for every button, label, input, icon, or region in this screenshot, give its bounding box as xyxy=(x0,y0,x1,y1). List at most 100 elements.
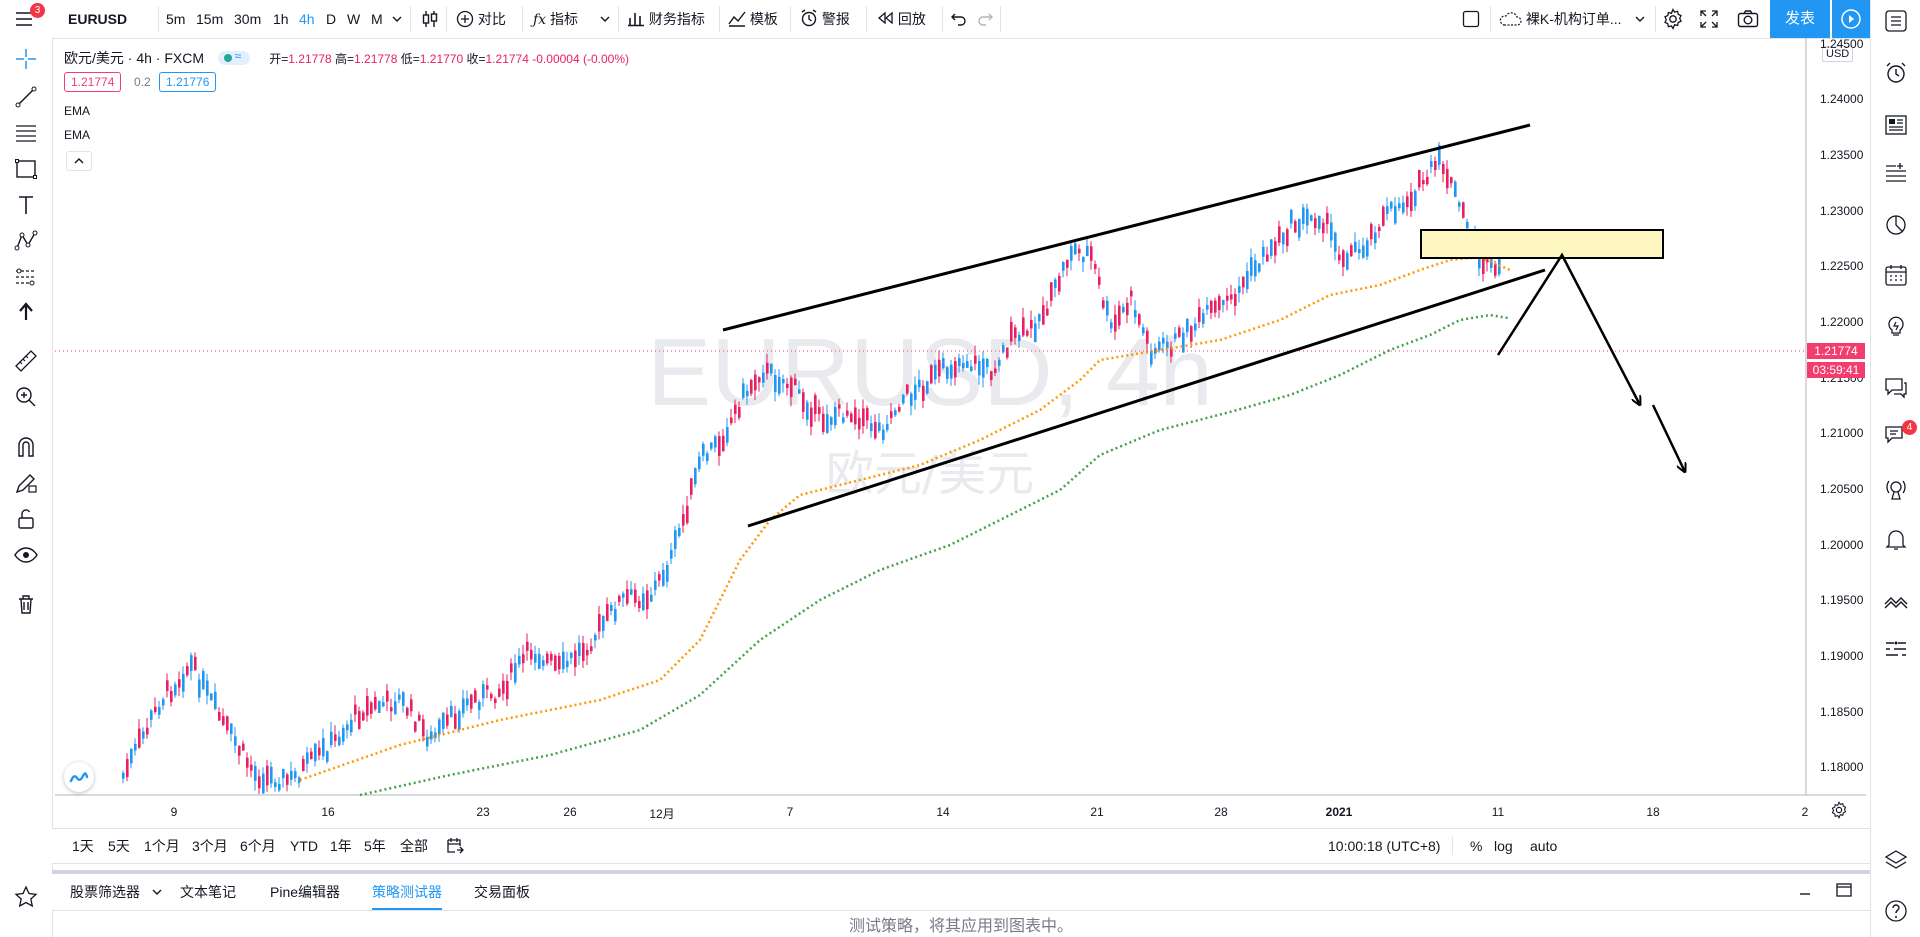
collapse-legend-button[interactable] xyxy=(66,151,92,171)
range-1m[interactable]: 1个月 xyxy=(144,838,180,854)
chart-type-button[interactable] xyxy=(420,0,440,38)
range-5y[interactable]: 5年 xyxy=(364,838,386,854)
snapshot-button[interactable] xyxy=(1737,0,1759,38)
horizontal-lines-icon[interactable] xyxy=(13,120,39,146)
redo-button[interactable] xyxy=(976,0,994,38)
ruler-icon[interactable] xyxy=(13,348,39,374)
range-3m[interactable]: 3个月 xyxy=(192,838,228,854)
range-5d[interactable]: 5天 xyxy=(108,838,130,854)
ema-slow-line[interactable] xyxy=(359,313,1509,797)
channel-upper-line[interactable] xyxy=(722,123,1531,332)
help-icon[interactable] xyxy=(1883,898,1909,924)
tab-text-notes[interactable]: 文本笔记 xyxy=(180,884,236,900)
ideas-lightbulb-icon[interactable] xyxy=(1883,312,1909,338)
forecast-second-arrow[interactable] xyxy=(1651,404,1685,472)
magnet-icon[interactable] xyxy=(13,434,39,460)
currency-label[interactable]: USD xyxy=(1822,46,1854,62)
replay-button[interactable]: 回放 xyxy=(876,0,926,38)
timezone-clock[interactable]: 10:00:18 (UTC+8) xyxy=(1328,838,1441,854)
interval-d[interactable]: D xyxy=(326,11,337,27)
news-icon[interactable] xyxy=(1883,112,1909,138)
indicators-dropdown[interactable] xyxy=(600,0,610,38)
bid-price-button[interactable]: 1.21774 xyxy=(64,72,122,92)
unlock-icon[interactable] xyxy=(13,506,39,532)
percent-scale-toggle[interactable]: % xyxy=(1470,838,1483,854)
interval-1h[interactable]: 1h xyxy=(273,11,289,27)
arrow-up-icon[interactable] xyxy=(13,298,39,324)
select-layout-checkbox[interactable] xyxy=(1462,0,1480,38)
legend-title[interactable]: 欧元/美元 · 4h · FXCM xyxy=(64,50,205,66)
tradingview-logo-button[interactable] xyxy=(64,762,94,792)
layers-icon[interactable] xyxy=(1883,848,1909,874)
fullscreen-button[interactable] xyxy=(1700,0,1718,38)
calendar-icon[interactable] xyxy=(1883,262,1909,288)
templates-button[interactable]: 模板 xyxy=(728,0,778,38)
chat-icon[interactable] xyxy=(1883,374,1909,400)
hotlist-icon[interactable] xyxy=(1883,212,1909,238)
layout-name-button[interactable]: 裸K-机构订单... xyxy=(1498,0,1622,38)
range-1d[interactable]: 1天 xyxy=(72,838,94,854)
tab-pine-editor[interactable]: Pine编辑器 xyxy=(270,884,341,900)
interval-4h[interactable]: 4h xyxy=(299,11,315,27)
watchlist-icon[interactable] xyxy=(1883,8,1909,34)
forecast-icon[interactable] xyxy=(13,264,39,290)
ask-price-button[interactable]: 1.21776 xyxy=(159,72,217,92)
dom-icon[interactable] xyxy=(1883,636,1909,662)
interval-dropdown[interactable] xyxy=(392,0,402,38)
forecast-path-arrow[interactable] xyxy=(1496,252,1640,405)
settings-button[interactable] xyxy=(1662,0,1684,38)
symbol-search[interactable]: EURUSD xyxy=(68,11,128,27)
lock-drawing-pencil-icon[interactable] xyxy=(13,470,39,496)
alarm-icon[interactable] xyxy=(1883,60,1909,86)
text-icon[interactable] xyxy=(13,192,39,218)
goto-date-button[interactable] xyxy=(446,829,464,863)
tab-trading-panel[interactable]: 交易面板 xyxy=(474,884,530,900)
zoom-in-icon[interactable] xyxy=(13,384,39,410)
maximize-panel-button[interactable] xyxy=(1836,874,1852,910)
interval-m[interactable]: M xyxy=(371,11,383,27)
interval-w[interactable]: W xyxy=(347,11,361,27)
log-scale-toggle[interactable]: log xyxy=(1494,838,1513,854)
crosshair-icon[interactable] xyxy=(13,46,39,72)
indicators-button[interactable]: ƒx 指标 xyxy=(533,0,578,38)
notification-bell-icon[interactable] xyxy=(1883,526,1909,552)
undo-button[interactable] xyxy=(950,0,968,38)
range-1y[interactable]: 1年 xyxy=(330,838,352,854)
publish-button[interactable]: 发表 xyxy=(1770,0,1830,38)
tab-strategy-tester[interactable]: 策略测试器 xyxy=(372,874,442,910)
interval-30m[interactable]: 30m xyxy=(234,11,262,27)
interval-5m[interactable]: 5m xyxy=(166,11,186,27)
range-ytd[interactable]: YTD xyxy=(290,838,318,854)
tab-screener-dropdown[interactable] xyxy=(152,874,162,910)
range-all[interactable]: 全部 xyxy=(400,838,428,854)
replay-play-button[interactable] xyxy=(1832,0,1870,38)
main-menu-button[interactable] xyxy=(14,0,34,38)
rectangle-icon[interactable] xyxy=(13,156,39,182)
chart-settings-button[interactable] xyxy=(1830,801,1848,824)
star-icon[interactable] xyxy=(13,884,39,910)
compare-button[interactable]: 对比 xyxy=(456,0,506,38)
financials-button[interactable]: 财务指标 xyxy=(627,0,705,38)
eye-icon[interactable] xyxy=(13,542,39,568)
trading-waves-icon[interactable] xyxy=(1883,588,1909,614)
alerts-button[interactable]: 警报 xyxy=(800,0,850,38)
minimize-panel-button[interactable] xyxy=(1798,874,1812,910)
supply-zone-rectangle[interactable] xyxy=(1420,229,1664,259)
interval-15m[interactable]: 15m xyxy=(196,11,224,27)
candle-body xyxy=(246,757,249,768)
trash-icon[interactable] xyxy=(13,591,39,617)
legend-market-status[interactable]: ≈ xyxy=(217,49,250,65)
auto-scale-toggle[interactable]: auto xyxy=(1530,838,1558,854)
pattern-icon[interactable] xyxy=(13,228,39,254)
ema-fast-line[interactable] xyxy=(299,255,1511,782)
tab-stock-screener[interactable]: 股票筛选器 xyxy=(70,884,140,900)
trend-line-icon[interactable] xyxy=(13,84,39,110)
data-window-icon[interactable] xyxy=(1883,160,1909,186)
range-6m[interactable]: 6个月 xyxy=(240,838,276,854)
channel-lower-line[interactable] xyxy=(747,268,1546,528)
indicator-ema-2[interactable]: EMA xyxy=(64,128,91,142)
layout-dropdown[interactable] xyxy=(1635,0,1645,38)
indicator-ema-1[interactable]: EMA xyxy=(64,104,91,118)
streams-icon[interactable] xyxy=(1883,476,1909,502)
